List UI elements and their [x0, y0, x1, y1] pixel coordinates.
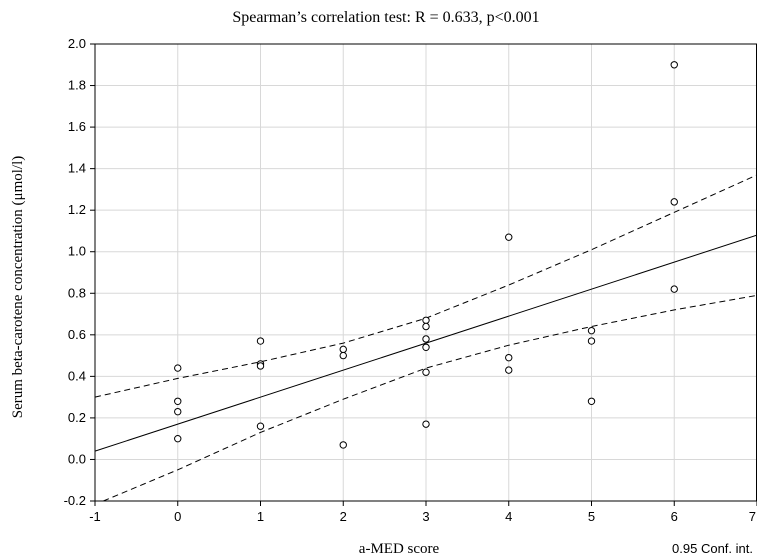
y-tick-label: 1.6	[68, 119, 86, 134]
x-axis-label: a-MED score	[359, 541, 440, 557]
data-point	[174, 407, 182, 416]
data-point	[670, 285, 678, 293]
y-tick-label: 0.4	[68, 368, 86, 383]
y-tick-label: -0.2	[64, 493, 86, 508]
x-tick-label: 7	[749, 509, 756, 524]
x-tick-label: 5	[588, 509, 595, 524]
data-point	[670, 61, 678, 69]
y-tick-label: 0.2	[68, 410, 86, 425]
chart-title: Spearman’s correlation test: R = 0.633, …	[232, 9, 539, 26]
x-tick-label: 6	[671, 509, 678, 524]
data-point	[670, 198, 678, 206]
data-point	[339, 441, 347, 449]
data-point	[422, 322, 430, 331]
y-tick-label: 1.8	[68, 78, 86, 93]
y-axis-label: Serum beta-carotene concentration (μmol/…	[10, 156, 26, 419]
y-tick-label: 2.0	[68, 36, 86, 51]
x-axis-ticks: -1 0 1 2 3 4 5 6 7	[89, 501, 757, 524]
data-point	[422, 420, 430, 428]
data-point	[587, 397, 596, 405]
data-point	[505, 233, 513, 241]
data-point	[422, 368, 430, 376]
y-tick-label: 0.0	[68, 451, 86, 466]
data-point	[174, 397, 182, 405]
data-point	[587, 326, 596, 335]
data-point	[339, 345, 347, 354]
x-tick-label: 0	[174, 509, 181, 524]
data-point	[422, 335, 430, 343]
regression-line	[94, 234, 757, 452]
data-point	[256, 362, 265, 370]
y-tick-label: 1.2	[68, 202, 86, 217]
x-tick-label: -1	[89, 509, 101, 524]
data-point	[422, 343, 430, 351]
x-tick-label: 2	[340, 509, 347, 524]
y-axis-ticks: -0.2 0.0 0.2 0.4 0.6 0.8 1.0 1.2 1.4 1.6 1.8 2.0	[64, 36, 95, 508]
data-point	[256, 422, 265, 430]
data-point	[505, 353, 513, 362]
regression-line-group	[94, 234, 757, 452]
y-tick-label: 0.6	[68, 327, 86, 342]
data-points	[174, 61, 678, 449]
grid-lines	[94, 43, 757, 502]
y-tick-label: 1.0	[68, 244, 86, 259]
y-tick-label: 1.4	[68, 161, 86, 176]
confidence-line-lower	[103, 294, 757, 502]
data-point	[174, 364, 182, 372]
data-point	[422, 316, 430, 324]
y-tick-label: 0.8	[68, 285, 86, 300]
data-point	[505, 366, 513, 374]
data-point	[339, 351, 347, 360]
x-tick-label: 3	[422, 509, 429, 524]
data-point	[587, 337, 596, 345]
x-tick-label: 4	[505, 509, 512, 524]
data-point	[256, 337, 265, 345]
confidence-interval-label: 0.95 Conf. int.	[672, 541, 753, 556]
x-tick-label: 1	[257, 509, 264, 524]
data-point	[174, 434, 182, 443]
